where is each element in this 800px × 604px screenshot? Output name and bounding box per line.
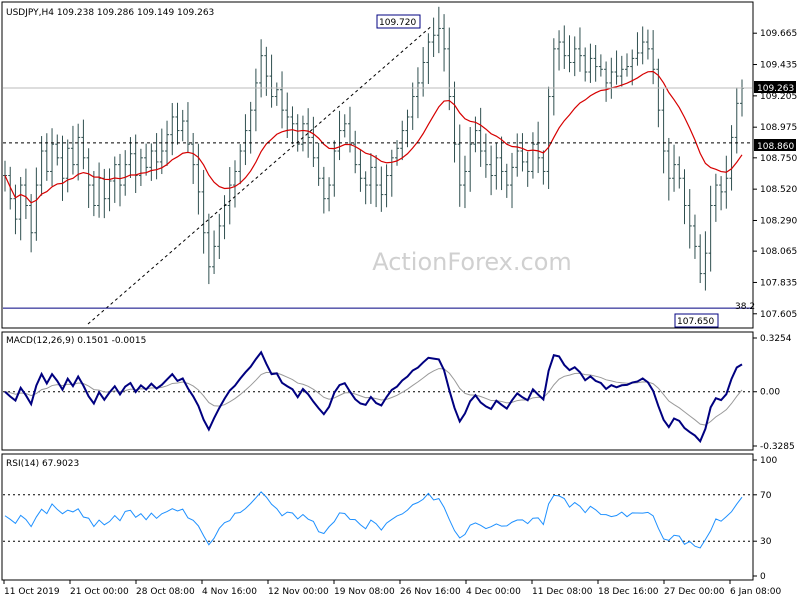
x-tick-label: 12 Nov 00:00 [268,587,329,597]
price-tick-label: 108.520 [760,185,797,195]
rsi-tick-label: 70 [760,491,772,501]
x-tick-label: 26 Nov 16:00 [400,587,461,597]
rsi-tick-label: 0 [760,572,766,582]
x-tick-label: 4 Dec 00:00 [466,587,521,597]
x-tick-label: 27 Dec 00:00 [664,587,725,597]
x-tick-label: 11 Oct 2019 [4,587,60,597]
x-tick-label: 11 Dec 08:00 [532,587,593,597]
x-tick-label: 19 Nov 08:00 [334,587,395,597]
fib-label: 38.2 [735,302,755,312]
price-tick-label: 107.605 [760,310,797,320]
close-price-box [754,81,796,93]
macd-label: MACD(12,26,9) 0.1501 -0.0015 [6,336,146,346]
low-label-box [674,313,719,328]
x-tick-label: 18 Dec 16:00 [598,587,659,597]
low-label: 107.650 [677,317,714,327]
x-tick-label: 4 Nov 16:00 [202,587,257,597]
macd-line [4,350,743,444]
watermark: ActionForex.com [372,248,572,276]
price-tick-label: 108.750 [760,154,797,164]
ma-series [4,70,743,204]
fib-diagonal [87,25,433,325]
rsi-tick-label: 100 [760,456,777,466]
macd-signal-line [4,368,743,426]
macd-series: 0.3254 0.00 -0.3285 [3,334,795,452]
moving-average-line [4,70,743,204]
macd-tick-label: 0.00 [760,388,780,398]
price-tick-label: 109.435 [760,61,797,71]
price-tick-label: 109.665 [760,29,797,39]
high-label: 109.720 [379,18,416,28]
macd-tick-label: 0.3254 [760,334,792,344]
price-tick-label: 108.975 [760,123,797,133]
level-price: 108.860 [757,142,794,152]
close-price: 109.263 [757,84,794,94]
overlay-lines [3,25,752,325]
x-tick-label: 28 Oct 08:00 [136,587,195,597]
y-axis: 109.665 109.435 109.205 108.975 108.750 108.5… [753,29,797,320]
price-series [3,6,744,291]
price-tick-label: 108.065 [760,247,797,257]
level-price-box [754,139,796,151]
rsi-label: RSI(14) 67.9023 [6,459,79,469]
x-tick-label: 21 Oct 00:00 [70,587,129,597]
price-tick-label: 107.835 [760,278,797,288]
x-axis: 11 Oct 2019 21 Oct 00:00 28 Oct 08:00 4 Nov… [3,580,782,597]
x-tick-label: 6 Jan 08:00 [730,587,782,597]
rsi-panel [1,453,754,581]
rsi-series: 100 70 30 0 [3,456,777,582]
rsi-tick-label: 30 [760,537,772,547]
high-label-box [376,14,421,29]
macd-panel [1,331,754,451]
price-tick-label: 108.290 [760,216,797,226]
price-tick-label: 109.205 [760,92,797,102]
symbol-info: USDJPY,H4 109.238 109.286 109.149 109.26… [6,8,214,18]
macd-tick-label: -0.3285 [760,442,795,452]
rsi-line [4,491,743,549]
